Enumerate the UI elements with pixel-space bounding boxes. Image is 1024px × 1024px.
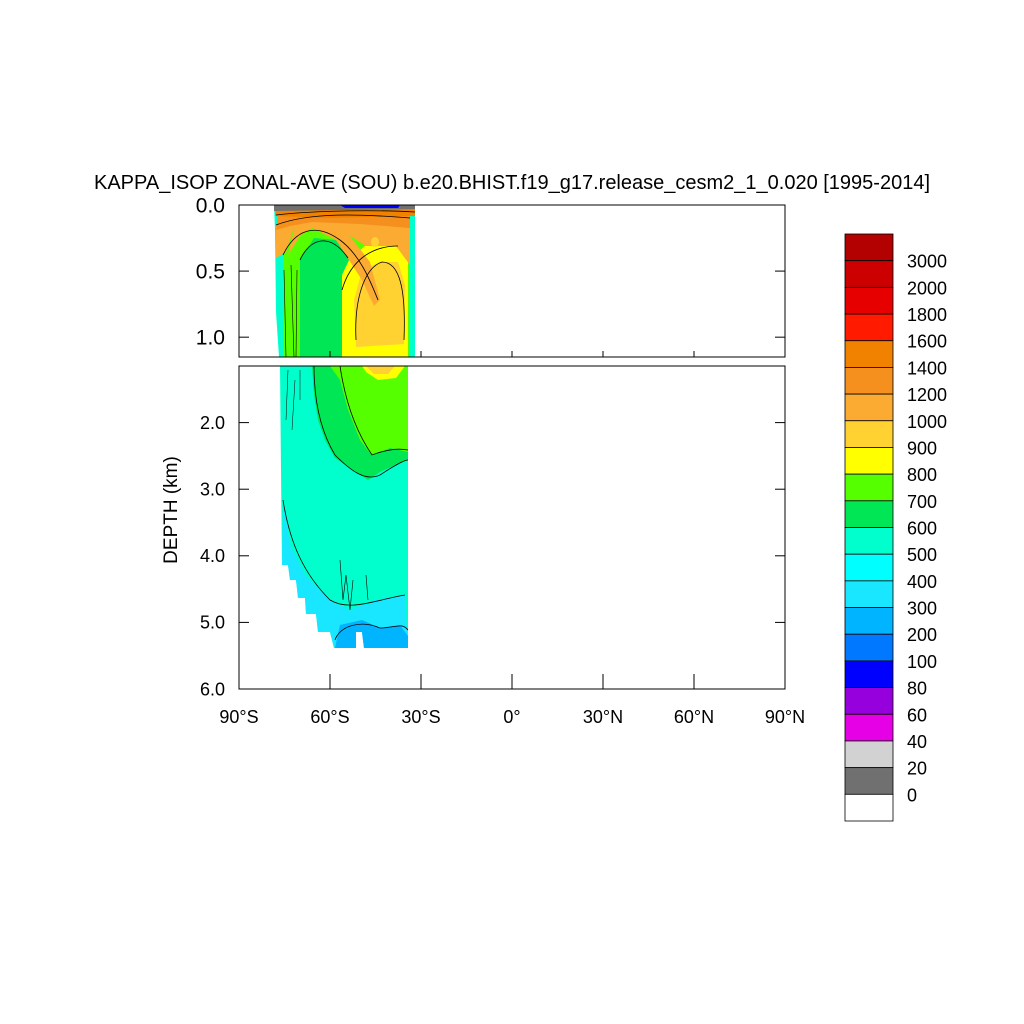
colorbar-swatch	[844, 313, 894, 342]
colorbar-label: 1400	[907, 358, 947, 378]
colorbar: 3000200018001600140012001000900800700600…	[844, 233, 947, 822]
upper-panel-field	[274, 205, 416, 357]
colorbar-swatch	[844, 607, 894, 635]
colorbar-label: 1000	[907, 412, 947, 432]
colorbar-swatch	[844, 473, 894, 502]
colorbar-label: 2000	[907, 278, 947, 298]
colorbar-label: 600	[907, 519, 937, 539]
x-tick-label: 90°S	[219, 707, 258, 727]
y-tick-label: 4.0	[200, 546, 225, 566]
colorbar-label: 0	[907, 785, 917, 805]
colorbar-label: 60	[907, 705, 927, 725]
colorbar-label: 40	[907, 732, 927, 752]
colorbar-label: 1200	[907, 385, 947, 405]
colorbar-swatch	[844, 713, 894, 742]
y-tick-label: 6.0	[200, 679, 225, 699]
y-tick-label: 3.0	[200, 480, 225, 500]
colorbar-label: 800	[907, 465, 937, 485]
axes-layer: 90°S 60°S 30°S 0° 30°N 60°N 90°N 0.0 0.5 1.0 2.0 3.…	[196, 194, 805, 727]
colorbar-swatch	[844, 260, 894, 288]
colorbar-swatch	[844, 367, 894, 395]
x-tick-label: 30°S	[401, 707, 440, 727]
chart-title: KAPPA_ISOP ZONAL-AVE (SOU) b.e20.BHIST.f…	[93, 172, 931, 194]
colorbar-label: 80	[907, 679, 927, 699]
y-tick-label: 0.5	[196, 260, 225, 283]
colorbar-swatch	[844, 500, 894, 528]
colorbar-label: 20	[907, 759, 927, 779]
colorbar-label: 500	[907, 545, 937, 565]
colorbar-swatch	[844, 553, 894, 582]
colorbar-swatch	[844, 687, 894, 715]
colorbar-swatch	[844, 447, 894, 475]
colorbar-label: 400	[907, 572, 937, 592]
colorbar-swatch	[844, 420, 894, 448]
x-tick-label: 30°N	[583, 707, 623, 727]
colorbar-label: 3000	[907, 252, 947, 272]
colorbar-swatch	[844, 580, 894, 608]
x-tick-label: 90°N	[765, 707, 805, 727]
colorbar-label: 200	[907, 625, 937, 645]
colorbar-swatch	[844, 633, 894, 662]
x-tick-label: 60°S	[310, 707, 349, 727]
colorbar-swatch	[844, 793, 894, 822]
x-tick-label: 0°	[503, 707, 520, 727]
lower-panel-field	[280, 366, 409, 648]
colorbar-swatch	[844, 286, 894, 315]
x-tick-label: 60°N	[674, 707, 714, 727]
colorbar-swatch	[844, 393, 894, 422]
colorbar-label: 1800	[907, 305, 947, 325]
colorbar-label: 700	[907, 492, 937, 512]
colorbar-swatch	[844, 233, 894, 262]
colorbar-label: 300	[907, 599, 937, 619]
colorbar-swatch	[844, 340, 894, 368]
y-tick-label: 1.0	[196, 327, 225, 350]
y-tick-label: 2.0	[200, 413, 225, 433]
colorbar-label: 900	[907, 438, 937, 458]
y-tick-label: 0.0	[196, 194, 225, 217]
colorbar-swatch	[844, 660, 894, 688]
colorbar-swatch	[844, 740, 894, 769]
colorbar-swatch	[844, 767, 894, 795]
colorbar-label: 100	[907, 652, 937, 672]
y-tick-label: 5.0	[200, 613, 225, 633]
colorbar-label: 1600	[907, 332, 947, 352]
colorbar-swatch	[844, 527, 894, 555]
